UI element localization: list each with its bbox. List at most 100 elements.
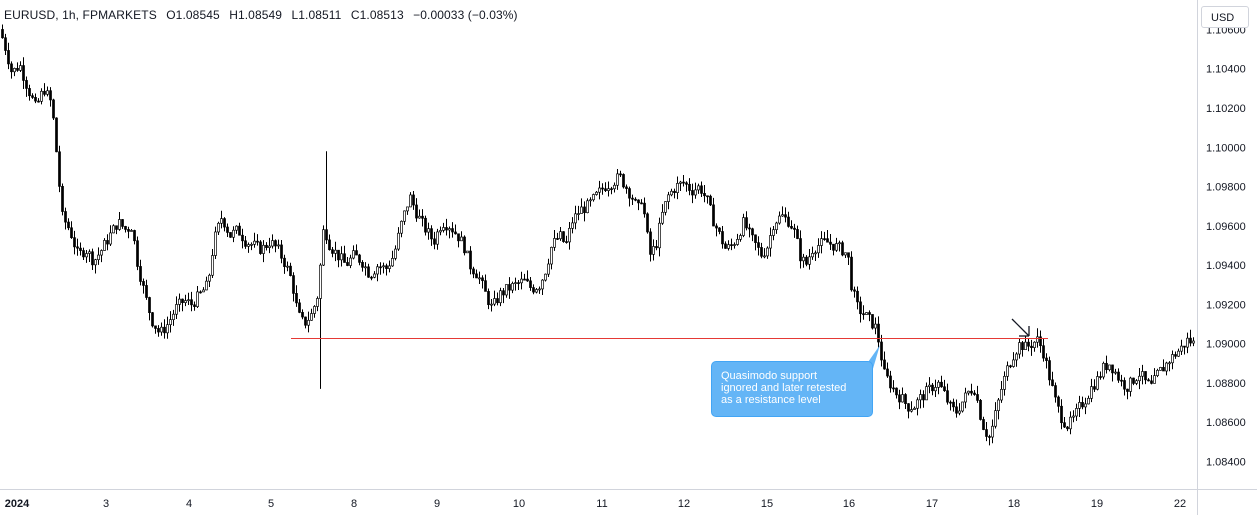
time-tick-label: 4: [186, 498, 192, 510]
candle-body: [964, 392, 967, 403]
candle-body: [181, 298, 184, 303]
symbol-legend[interactable]: EURUSD, 1h, FPMARKETS O1.08545 H1.08549 …: [4, 8, 524, 22]
candle-body: [100, 250, 103, 256]
candle-body: [976, 394, 979, 401]
candle-body: [43, 90, 46, 95]
candle-body: [493, 298, 496, 305]
candle-body: [130, 230, 133, 232]
price-tick-label: 1.08400: [1206, 457, 1246, 469]
candle-body: [94, 259, 97, 266]
candle-body: [337, 249, 340, 261]
candle-body: [1156, 369, 1159, 376]
down-right-arrow-icon[interactable]: [1011, 318, 1030, 337]
candle-body: [1141, 371, 1144, 377]
candle-body: [52, 99, 55, 119]
candle-body: [631, 197, 634, 200]
candle-body: [730, 244, 733, 246]
candle-body: [517, 282, 520, 284]
candle-body: [934, 387, 937, 392]
candle-body: [502, 290, 505, 296]
candle-body: [256, 240, 259, 243]
candle-body: [1120, 379, 1123, 382]
candle-body: [760, 247, 763, 257]
candle-body: [649, 231, 652, 255]
candle-body: [460, 236, 463, 242]
candle-body: [604, 188, 607, 191]
candle-body: [91, 251, 94, 266]
candle-body: [892, 387, 895, 390]
candle-body: [835, 243, 838, 251]
candle-body: [565, 241, 568, 243]
time-tick-label: 11: [596, 498, 607, 510]
symbol-label[interactable]: EURUSD, 1h, FPMARKETS: [4, 8, 157, 22]
annotation-callout[interactable]: Quasimodo support ignored and later rete…: [711, 361, 873, 417]
candle-body: [1108, 364, 1111, 371]
candle-body: [217, 222, 220, 233]
candle-body: [79, 247, 82, 251]
candle-body: [121, 219, 124, 227]
candle-body: [166, 324, 169, 334]
candle-body: [868, 312, 871, 315]
candle-body: [253, 240, 256, 245]
candle-body: [829, 241, 832, 245]
candle-body: [682, 181, 685, 184]
candle-body: [529, 280, 532, 288]
candle-body: [172, 313, 175, 320]
candle-body: [853, 289, 856, 292]
candle-body: [1183, 345, 1186, 348]
candle-body: [1078, 402, 1081, 409]
candle-body: [895, 387, 898, 396]
candle-body: [697, 185, 700, 191]
candle-body: [535, 289, 538, 293]
candle-body: [481, 277, 484, 282]
currency-button[interactable]: USD: [1201, 6, 1249, 28]
price-tick-label: 1.09600: [1206, 221, 1246, 233]
time-axis[interactable]: 2024 3 4 5 8 9 10 11 12 15 16 17 18 19 22: [5, 498, 1186, 510]
candle-body: [22, 65, 25, 81]
candle-body: [73, 237, 76, 248]
candle-body: [1150, 380, 1153, 384]
candle-body: [1159, 367, 1162, 371]
time-tick-label: 15: [761, 498, 773, 510]
candle-body: [124, 226, 127, 230]
candle-body: [223, 218, 226, 228]
candle-body: [610, 188, 613, 191]
candle-body: [622, 174, 625, 188]
candle-body: [1030, 345, 1033, 348]
candle-body: [880, 341, 883, 361]
candle-body: [844, 252, 847, 256]
candle-body: [538, 288, 541, 291]
candle-body: [400, 220, 403, 234]
candle-body: [913, 407, 916, 410]
candle-body: [550, 246, 553, 265]
candle-body: [1132, 377, 1135, 384]
candle-body: [1111, 364, 1114, 374]
candle-body: [685, 182, 688, 185]
candle-body: [16, 68, 19, 71]
candle-body: [805, 256, 808, 265]
candle-body: [448, 228, 451, 231]
candle-body: [322, 229, 325, 266]
candle-body: [907, 403, 910, 412]
candle-body: [163, 326, 166, 334]
candle-body: [991, 425, 994, 438]
candle-body: [994, 410, 997, 427]
candle-body: [724, 243, 727, 249]
candle-body: [379, 266, 382, 269]
price-tick-label: 1.09000: [1206, 339, 1246, 351]
candle-body: [7, 50, 10, 65]
candle-body: [313, 306, 316, 314]
candle-body: [1102, 362, 1105, 378]
candle-body: [733, 244, 736, 246]
price-tick-label: 1.09800: [1206, 182, 1246, 194]
price-axis[interactable]: 1.106001.104001.102001.100001.098001.096…: [1206, 24, 1246, 468]
candle-body: [883, 359, 886, 370]
time-tick-label: 22: [1174, 498, 1186, 510]
candle-body: [757, 242, 760, 248]
candle-body: [394, 248, 397, 259]
candle-body: [373, 273, 376, 278]
candle-body: [1051, 379, 1054, 386]
candle-body: [316, 298, 319, 307]
